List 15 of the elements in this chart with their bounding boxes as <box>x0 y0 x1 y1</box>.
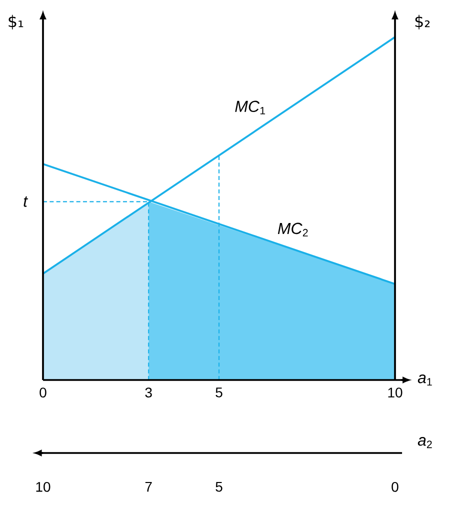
x2-tick-label: 7 <box>145 482 152 492</box>
x2-tick-label: 0 <box>392 482 398 492</box>
y-axis-title: $₁ <box>8 14 24 30</box>
x2-tick-label: 10 <box>36 482 50 492</box>
x-tick-label: 10 <box>388 388 402 398</box>
x2-tick-label: 5 <box>216 482 222 492</box>
annotation: t <box>24 196 28 207</box>
x-axis-title: a$_{1}$ <box>418 374 432 386</box>
series-label: MC$_{2}$ <box>278 222 308 236</box>
x-tick-label: 5 <box>216 388 222 398</box>
x2-axis-title: a$_{2}$ <box>418 437 432 448</box>
x-tick-label: 3 <box>145 388 152 398</box>
x-tick-label: 0 <box>40 388 46 398</box>
series-label: MC$_{1}$ <box>235 100 266 114</box>
y2-axis-title: $₂ <box>415 14 430 30</box>
